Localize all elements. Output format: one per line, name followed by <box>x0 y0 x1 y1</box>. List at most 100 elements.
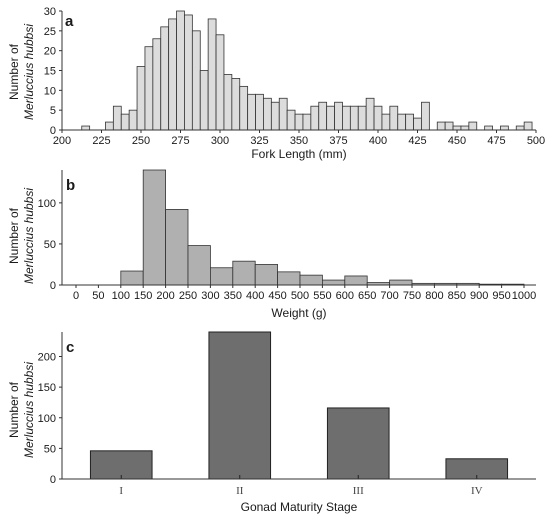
panel-b-xtick-label: 50 <box>92 290 104 302</box>
panel-a-xtick-label: 275 <box>171 135 189 147</box>
panel-b-bar <box>254 264 278 286</box>
panel-b-xtick-label: 800 <box>425 290 443 302</box>
panel-a-ytick-label: 15 <box>44 66 56 78</box>
panel-b-xtick-label: 650 <box>358 290 376 302</box>
panel-a-bar <box>215 34 225 131</box>
panel-b-xtick-label: 350 <box>224 290 242 302</box>
panel-a-bar <box>176 10 185 131</box>
panel-a-bar <box>318 101 328 131</box>
panel-a-ytick-label: 10 <box>44 85 56 97</box>
panel-b-xtick-label: 950 <box>492 290 510 302</box>
panel-c-category-label: II <box>236 485 244 497</box>
panel-c-bar <box>89 450 153 480</box>
panel-a-bar <box>500 125 509 131</box>
panel-b-xtick-label: 200 <box>156 290 174 302</box>
panel-b-ytick-label: 100 <box>38 198 56 210</box>
panel-b-xtick-label: 500 <box>291 290 309 302</box>
panel-a-bar <box>421 101 430 131</box>
panel-a-bar <box>310 105 320 131</box>
panel-a-bar <box>413 117 422 131</box>
panel-b-ytick-label: 0 <box>50 280 56 292</box>
panel-c-bar <box>208 331 272 480</box>
panel-a-bar <box>168 18 177 131</box>
panel-a-bar <box>270 101 280 131</box>
panel-b-xtick-label: 250 <box>179 290 197 302</box>
panel-a-ytick-label: 5 <box>50 105 56 117</box>
panel-a-xtick-label: 500 <box>527 135 545 147</box>
panel-b-bar <box>209 267 234 286</box>
panel-a-xtick-label: 225 <box>92 135 110 147</box>
panel-b-xtick-label: 450 <box>268 290 286 302</box>
panel-a-bar <box>460 125 470 131</box>
panel-a-xtick-label: 200 <box>53 135 71 147</box>
panel-a-bar <box>294 113 304 131</box>
panel-a-bar <box>263 97 272 131</box>
panel-b-xtick-label: 150 <box>134 290 152 302</box>
panel-a-bar <box>105 121 114 131</box>
panel-a-bar <box>160 26 170 131</box>
panel-a-bar <box>349 105 359 131</box>
panel-c-category-label: I <box>119 485 123 497</box>
panel-c-maturity-bar-chart: c Number of Merluccius hubbsi Gonad Matu… <box>7 331 536 514</box>
panel-a-bar <box>247 93 256 131</box>
panel-a-xlabel: Fork Length (mm) <box>251 147 346 161</box>
panel-a-xtick-label: 400 <box>369 135 387 147</box>
panel-a-bar <box>239 85 249 131</box>
panel-a-xtick-label: 325 <box>250 135 268 147</box>
panel-b-weight-histogram: b Number of Merluccius hubbsi Weight (g)… <box>7 169 536 320</box>
panel-b-bar <box>232 260 256 286</box>
panel-a-bar <box>523 121 533 131</box>
panel-a-bar <box>436 121 446 131</box>
panel-c-ytick-label: 150 <box>38 382 56 394</box>
panel-b-xtick-label: 1000 <box>512 290 536 302</box>
panel-a-bar <box>397 113 407 131</box>
panel-c-category-label: III <box>353 485 364 497</box>
panel-a-bar <box>144 46 154 131</box>
panel-a-bar <box>381 113 391 131</box>
panel-a-bar <box>112 105 122 131</box>
panel-a-bar <box>191 30 201 131</box>
panel-a-bar <box>199 70 209 131</box>
panel-c-ytick-label: 0 <box>50 474 56 486</box>
panel-c-ytick-label: 200 <box>38 352 56 364</box>
panel-a-bar <box>365 97 375 131</box>
panel-b-bar <box>389 279 413 286</box>
panel-a-bar <box>223 74 233 131</box>
panel-a-xtick-label: 350 <box>290 135 308 147</box>
panel-b-ylabel-line2: Merluccius hubbsi <box>22 188 36 284</box>
panel-c-ylabel-line1: Number of <box>7 381 21 438</box>
panel-a-bar <box>405 113 414 131</box>
panel-a-ylabel-line2: Merluccius hubbsi <box>22 24 36 120</box>
panel-c-ylabel-line2: Merluccius hubbsi <box>22 362 36 458</box>
panel-b-bar <box>277 271 301 286</box>
panel-b-label: b <box>66 177 75 194</box>
panel-b-xtick-label: 400 <box>246 290 264 302</box>
panel-a-bar <box>302 113 312 131</box>
panel-a-bar <box>444 121 454 131</box>
panel-a-bar <box>373 105 383 131</box>
panel-a-fork-length-histogram: a Number of Merluccius hubbsi Fork Lengt… <box>7 6 545 161</box>
panel-a-xtick-label: 450 <box>448 135 466 147</box>
panel-a-bar <box>515 125 525 131</box>
panel-a-bar <box>278 97 288 131</box>
panel-b-ytick-label: 50 <box>44 239 56 251</box>
panel-b-bar <box>120 270 144 286</box>
panel-a-ytick-label: 20 <box>44 46 56 58</box>
panel-b-xtick-label: 700 <box>380 290 398 302</box>
panel-c-bar <box>326 407 390 480</box>
panel-b-xlabel: Weight (g) <box>271 306 326 320</box>
panel-b-bar <box>321 279 346 286</box>
panel-a-bar <box>286 109 296 131</box>
panel-b-xtick-label: 300 <box>201 290 219 302</box>
panel-a-bar <box>452 125 462 131</box>
panel-a-ylabel-line1: Number of <box>7 43 21 100</box>
panel-a-label: a <box>65 13 74 30</box>
panel-a-xtick-label: 375 <box>329 135 347 147</box>
panel-a-bar <box>484 125 493 131</box>
panel-a-bar <box>120 113 130 131</box>
panel-b-bar <box>299 274 323 286</box>
panel-a-bar <box>255 93 264 131</box>
panel-c-xlabel: Gonad Maturity Stage <box>241 500 358 514</box>
panel-a-xtick-label: 475 <box>487 135 505 147</box>
